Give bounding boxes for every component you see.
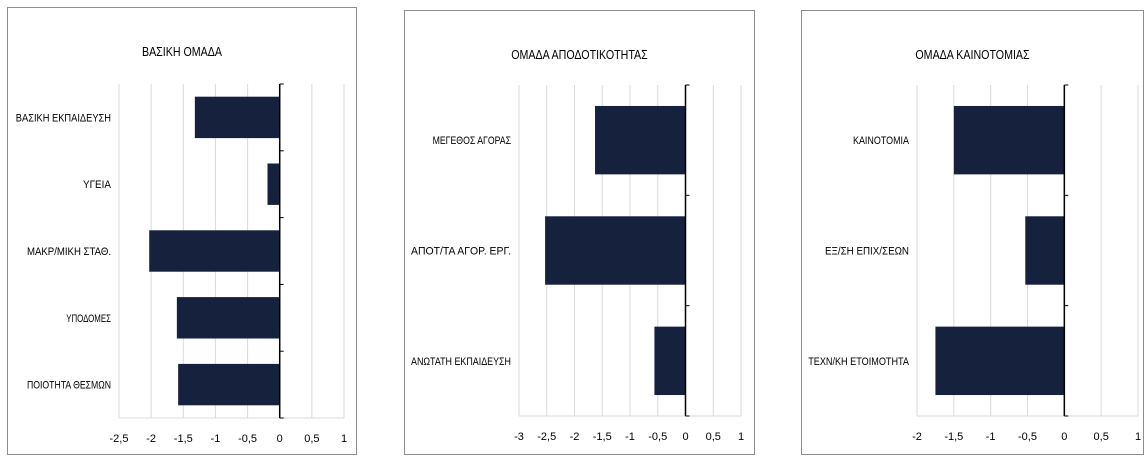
- x-tick-label: -1,5: [174, 433, 193, 445]
- x-tick-label: -0,5: [238, 433, 257, 445]
- bar: [267, 163, 280, 205]
- category-label: ΤΕΧΝ/ΚΗ ΕΤΟΙΜΟΤΗΤΑ: [808, 356, 909, 368]
- x-tick-label: 0: [682, 431, 688, 443]
- x-tick-label: -2,5: [537, 431, 556, 443]
- x-tick-label: -0,5: [648, 431, 667, 443]
- bar: [595, 105, 686, 175]
- x-tick-label: -1: [986, 431, 996, 443]
- chart-title: ΟΜΑΔΑ ΑΠΟΔΟΤΙΚΟΤΗΤΑΣ: [511, 47, 648, 62]
- x-tick-label: -2,5: [110, 433, 129, 445]
- x-tick-label: 0,5: [706, 431, 721, 443]
- category-label: ΒΑΣΙΚΗ ΕΚΠΑΙΔΕΥΣΗ: [16, 112, 111, 124]
- category-label: ΠΟΙΟΤΗΤΑ ΘΕΣΜΩΝ: [27, 380, 111, 392]
- x-tick-label: -3: [514, 431, 524, 443]
- category-label: ΕΞ/ΣΗ ΕΠΙΧ/ΣΕΩΝ: [825, 246, 909, 258]
- x-tick-label: -2: [912, 431, 922, 443]
- chart-panel-innovation-group: ΟΜΑΔΑ ΚΑΙΝΟΤΟΜΙΑΣ ΚΑΙΝΟΤΟΜΙΑ ΕΞ/ΣΗ ΕΠΙΧ/Σ…: [801, 10, 1144, 455]
- x-tick-label: -2: [146, 433, 156, 445]
- x-tick-label: -1,5: [593, 431, 612, 443]
- category-label: ΥΠΟΔΟΜΕΣ: [66, 313, 111, 325]
- chart-svg: ΚΑΙΝΟΤΟΜΙΑ ΕΞ/ΣΗ ΕΠΙΧ/ΣΕΩΝ ΤΕΧΝ/ΚΗ ΕΤΟΙΜΟΤ…: [808, 84, 1141, 443]
- bar: [545, 216, 686, 285]
- chart-title: ΒΑΣΙΚΗ ΟΜΑΔΑ: [141, 44, 223, 59]
- x-tick-label: -1: [625, 431, 635, 443]
- x-tick-label: 1: [1135, 431, 1141, 443]
- category-label: ΑΝΩΤΑΤΗ ΕΚΠΑΙΔΕΥΣΗ: [411, 356, 511, 368]
- category-label: ΜΕΓΕΘΟΣ ΑΓΟΡΑΣ: [433, 135, 512, 147]
- x-tick-label: 0: [277, 433, 283, 445]
- bar: [935, 326, 1065, 396]
- x-tick-label: -2: [570, 431, 580, 443]
- category-label: ΑΠΟΤ/ΤΑ ΑΓΟΡ. ΕΡΓ.: [411, 246, 511, 258]
- x-tick-label: 0: [1061, 431, 1067, 443]
- bar: [176, 297, 280, 339]
- chart-svg: ΒΑΣΙΚΗ ΕΚΠΑΙΔΕΥΣΗ ΥΓΕΙΑ ΜΑΚΡ/ΜΙΚΗ ΣΤΑΘ. ΥΠΟ…: [16, 83, 347, 445]
- x-tick-label: -0,5: [1018, 431, 1037, 443]
- x-tick-label: -1,5: [944, 431, 963, 443]
- bar: [149, 230, 280, 272]
- category-label: ΥΓΕΙΑ: [83, 179, 112, 191]
- chart-svg: ΜΕΓΕΘΟΣ ΑΓΟΡΑΣ ΑΠΟΤ/ΤΑ ΑΓΟΡ. ΕΡΓ. ΑΝΩΤΑΤΗ …: [411, 84, 744, 443]
- x-tick-label: 0,5: [1094, 431, 1109, 443]
- category-label: ΚΑΙΝΟΤΟΜΙΑ: [853, 135, 910, 147]
- chart-panel-efficiency-group: ΟΜΑΔΑ ΑΠΟΔΟΤΙΚΟΤΗΤΑΣ ΜΕΓΕΘΟΣ ΑΓΟΡΑΣ ΑΠΟΤ/…: [404, 10, 755, 455]
- category-label: ΜΑΚΡ/ΜΙΚΗ ΣΤΑΘ.: [27, 246, 111, 258]
- x-tick-label: 1: [738, 431, 744, 443]
- bar: [953, 105, 1065, 175]
- chart-panel-basic-group: ΒΑΣΙΚΗ ΟΜΑΔΑ ΒΑΣΙΚΗ ΕΚΠΑΙΔΕΥΣΗ ΥΓΕΙΑ ΜΑΚΡ/…: [7, 7, 357, 455]
- bar: [1025, 216, 1065, 285]
- bar: [178, 363, 280, 406]
- bar: [654, 326, 686, 396]
- x-tick-label: 1: [341, 433, 347, 445]
- x-tick-label: -1: [211, 433, 221, 445]
- chart-title: ΟΜΑΔΑ ΚΑΙΝΟΤΟΜΙΑΣ: [915, 47, 1030, 62]
- x-tick-label: 0,5: [304, 433, 319, 445]
- bar: [194, 96, 280, 139]
